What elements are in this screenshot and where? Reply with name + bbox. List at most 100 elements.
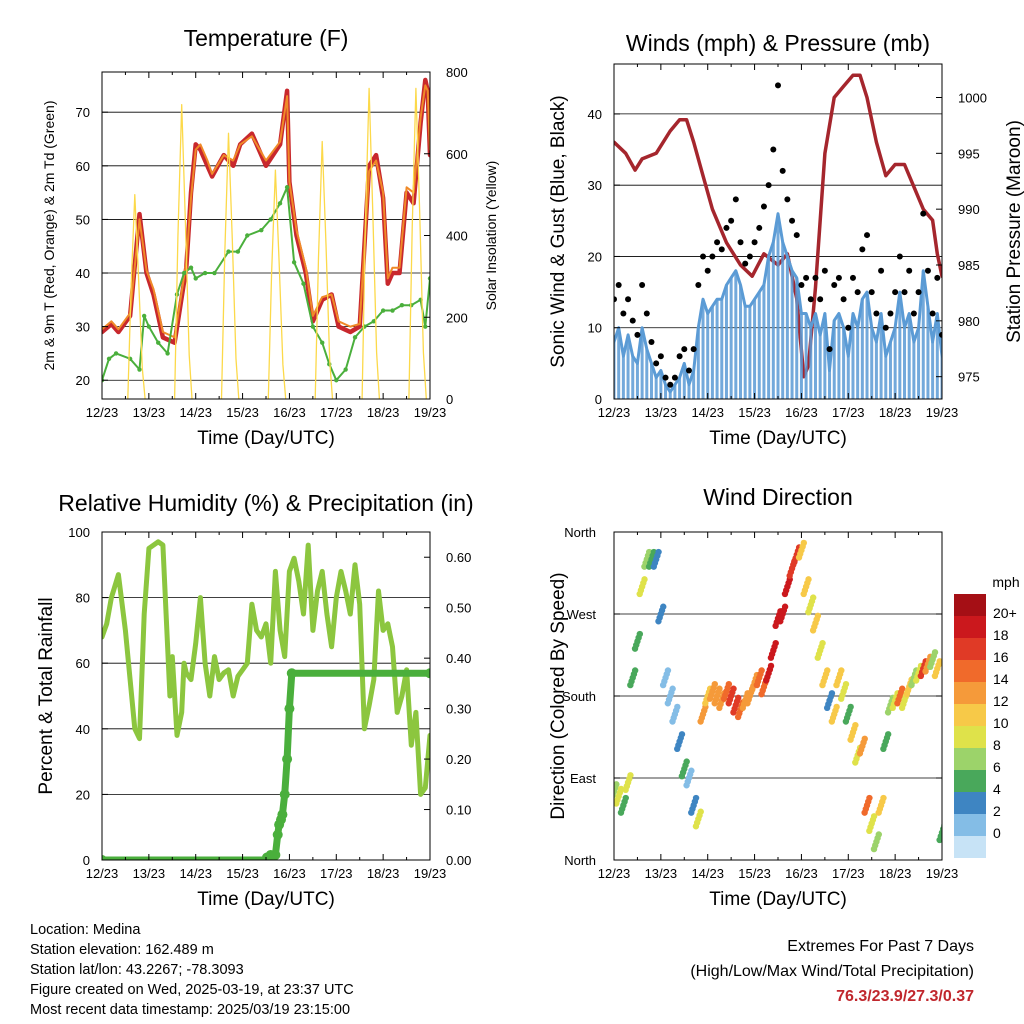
direction-point bbox=[688, 767, 695, 774]
colorbar-swatch bbox=[954, 748, 986, 770]
gust-point bbox=[920, 210, 927, 217]
dewpoint-point bbox=[284, 185, 290, 190]
x-tick-label: 18/23 bbox=[367, 405, 400, 420]
y2-axis-label: Station Pressure (Maroon) bbox=[1004, 120, 1024, 343]
x-tick-label: 13/23 bbox=[645, 405, 678, 420]
precipitation-point bbox=[425, 668, 430, 679]
x-tick-label: 15/23 bbox=[738, 866, 771, 881]
x-axis-label: Time (Day/UTC) bbox=[709, 428, 847, 449]
dewpoint-point bbox=[320, 340, 325, 345]
x-tick-label: 17/23 bbox=[320, 866, 353, 881]
gust-point bbox=[845, 324, 852, 331]
y-tick-label: 40 bbox=[76, 722, 90, 737]
colorbar-label: 4 bbox=[993, 781, 1001, 797]
extremes-subtitle: (High/Low/Max Wind/Total Precipitation) bbox=[690, 963, 974, 980]
direction-point bbox=[842, 680, 850, 688]
colorbar-swatch bbox=[954, 682, 986, 704]
gust-point bbox=[831, 281, 838, 288]
y2-tick-label: 1000 bbox=[958, 91, 987, 106]
precipitation-point bbox=[270, 849, 281, 860]
figure-created: Figure created on Wed, 2025-03-19, at 23… bbox=[30, 982, 354, 998]
chart-title: Wind Direction bbox=[703, 484, 853, 510]
y2-tick-label: 0.60 bbox=[446, 550, 471, 565]
humidity-precip-panel: Relative Humidity (%) & Precipitation (i… bbox=[36, 490, 474, 910]
x-tick-label: 13/23 bbox=[133, 405, 166, 420]
y2-tick-label: 0.10 bbox=[446, 803, 471, 818]
gust-point bbox=[704, 267, 711, 274]
gust-point bbox=[924, 267, 931, 274]
gust-point bbox=[878, 267, 885, 274]
direction-point bbox=[674, 703, 681, 711]
gust-point bbox=[784, 196, 791, 203]
dewpoint-point bbox=[343, 367, 348, 372]
y-tick-label: 100 bbox=[68, 525, 90, 540]
y2-tick-label: 800 bbox=[446, 65, 468, 80]
x-tick-label: 14/23 bbox=[179, 405, 212, 420]
gust-point bbox=[868, 289, 875, 296]
y-tick-label: 80 bbox=[76, 591, 90, 606]
direction-point bbox=[824, 667, 831, 674]
dewpoint-point bbox=[146, 324, 152, 329]
y-tick-label: 10 bbox=[588, 321, 602, 336]
winds-pressure-panel: Winds (mph) & Pressure (mb) 12/23 13/23 14/… bbox=[548, 30, 1024, 449]
y-tick-label: East bbox=[570, 771, 596, 786]
y2-tick-label: 200 bbox=[446, 310, 468, 325]
gust-point bbox=[793, 232, 800, 239]
y-tick-label: 0 bbox=[83, 853, 90, 868]
direction-point bbox=[800, 539, 808, 547]
direction-point bbox=[810, 594, 817, 601]
colorbar-label: 0 bbox=[993, 825, 1001, 841]
dewpoint-point bbox=[113, 351, 119, 356]
colorbar-title: mph bbox=[992, 574, 1019, 590]
plot-area bbox=[614, 73, 942, 399]
direction-point bbox=[833, 703, 840, 711]
direction-point bbox=[852, 721, 859, 729]
direction-point bbox=[692, 794, 700, 802]
dewpoint-point bbox=[212, 270, 217, 276]
dewpoint-point bbox=[399, 302, 405, 308]
direction-point bbox=[631, 667, 639, 674]
colorbar-label: 18 bbox=[993, 627, 1009, 643]
colorbar-swatch bbox=[954, 726, 986, 748]
y-tick-label: 40 bbox=[76, 266, 90, 281]
extremes-values: 76.3/23.9/27.3/0.37 bbox=[836, 988, 974, 1005]
dewpoint-point bbox=[245, 233, 250, 238]
y2-tick-label: 0.20 bbox=[446, 752, 471, 767]
temperature-panel: Temperature (F) 12/23 13/23 14/23 15/23 16/23… bbox=[41, 25, 499, 449]
gust-point bbox=[934, 274, 941, 281]
direction-point bbox=[899, 685, 906, 692]
y-axis-label: Direction (Colored By Speed) bbox=[548, 572, 569, 819]
x-tick-label: 15/23 bbox=[226, 866, 259, 881]
colorbar-label: 14 bbox=[993, 671, 1009, 687]
x-tick-label: 19/23 bbox=[926, 866, 959, 881]
x-tick-label: 16/23 bbox=[273, 866, 306, 881]
colorbar-label: 2 bbox=[993, 803, 1001, 819]
gust-point bbox=[751, 239, 758, 246]
y2-tick-label: 0.30 bbox=[446, 702, 471, 717]
direction-point bbox=[735, 694, 742, 702]
direction-point bbox=[711, 680, 718, 688]
precipitation-point bbox=[272, 829, 283, 840]
y-tick-label: 40 bbox=[588, 107, 602, 122]
dewpoint-point bbox=[301, 281, 306, 286]
gust-point bbox=[732, 196, 739, 203]
gust-point bbox=[681, 346, 688, 353]
y-tick-label: 20 bbox=[588, 249, 602, 264]
y2-tick-label: 980 bbox=[958, 314, 980, 329]
dewpoint-point bbox=[380, 308, 386, 313]
dewpoint-point bbox=[202, 270, 208, 276]
y-tick-label: North bbox=[564, 525, 596, 540]
y-tick-label: 60 bbox=[76, 656, 90, 671]
x-tick-label: 12/23 bbox=[598, 866, 631, 881]
gust-point bbox=[854, 289, 861, 296]
direction-point bbox=[627, 772, 634, 779]
direction-point bbox=[636, 630, 644, 638]
x-axis-label: Time (Day/UTC) bbox=[197, 889, 335, 910]
x-tick-label: 14/23 bbox=[691, 866, 724, 881]
gust-point bbox=[728, 217, 735, 224]
y-tick-label: 0 bbox=[595, 392, 602, 407]
direction-point bbox=[940, 826, 942, 832]
direction-point bbox=[767, 662, 775, 670]
recent-data-timestamp: Most recent data timestamp: 2025/03/19 2… bbox=[30, 1002, 351, 1018]
y-tick-label: 30 bbox=[76, 320, 90, 335]
